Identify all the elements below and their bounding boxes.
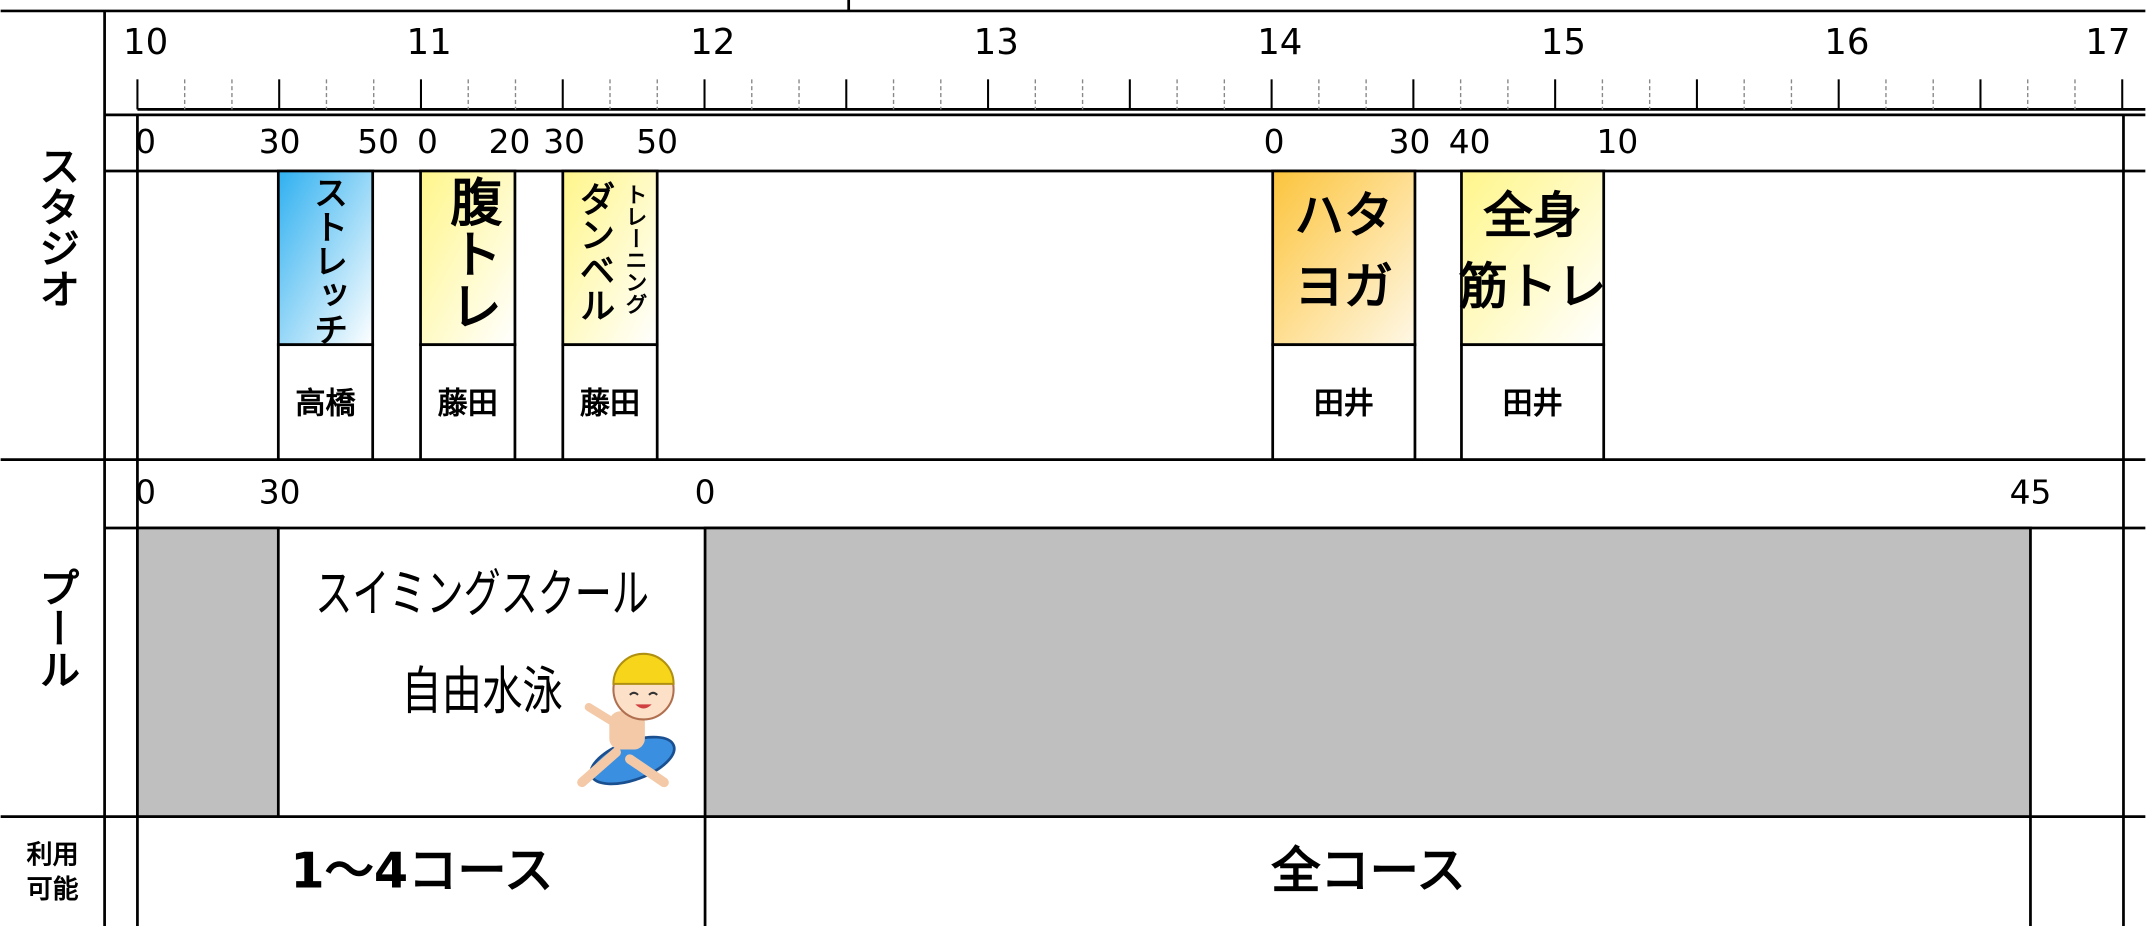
minute-label: 0: [135, 473, 156, 511]
minute-label: 0: [417, 123, 438, 161]
minute-label: 40: [1449, 123, 1491, 161]
hour-label: 17: [2085, 22, 2130, 63]
minute-label: 0: [1264, 123, 1285, 161]
section-label: 利用: [27, 841, 79, 871]
swimmer-illustration: [577, 652, 676, 788]
instructor-box: [1460, 343, 1606, 461]
class-name: ハタ: [1295, 186, 1393, 244]
hour-label: 11: [407, 22, 452, 63]
class-name: 筋トレ: [1459, 257, 1607, 315]
minute-label: 0: [135, 123, 156, 161]
minute-label: 20: [489, 123, 531, 161]
pool-closed: [136, 526, 280, 818]
pool-closed: [703, 526, 2032, 818]
class-name: 腹トレ: [441, 175, 502, 331]
class-name: ダンベル: [574, 181, 615, 323]
instructor-box: [1271, 343, 1417, 461]
section-label: 可能: [27, 874, 79, 905]
pool-program: 自由水泳: [401, 662, 562, 722]
hour-label: 16: [1824, 22, 1869, 63]
minute-label: 50: [636, 123, 678, 161]
usage-label: 1～4コース: [290, 842, 553, 900]
class-block: [1271, 169, 1417, 347]
usage-label: 全コース: [1270, 842, 1465, 900]
instructor: 田井: [1314, 386, 1374, 421]
class-name: ヨガ: [1295, 257, 1393, 315]
instructor: 藤田: [438, 386, 498, 421]
class-sub: トレーニング: [622, 183, 647, 315]
instructor-box: [276, 343, 375, 461]
instructor: 田井: [1502, 386, 1562, 421]
instructor: 高橋: [295, 386, 356, 421]
section-label: プール: [32, 566, 80, 689]
minute-label: 30: [543, 123, 585, 161]
hour-label: 12: [690, 22, 735, 63]
section-label: スタジオ: [32, 145, 80, 309]
instructor: 藤田: [580, 386, 640, 421]
instructor-box: [419, 343, 517, 461]
minute-label: 30: [259, 473, 301, 511]
minute-label: 50: [357, 123, 399, 161]
minute-label: 45: [2010, 473, 2052, 511]
hour-label: 15: [1541, 22, 1586, 63]
minute-label: 30: [1389, 123, 1431, 161]
pool-program: スイミングスクール: [315, 565, 649, 625]
class-block: [561, 169, 659, 347]
class-block: [419, 169, 517, 347]
minute-label: 30: [259, 123, 301, 161]
class-name: 全身: [1482, 186, 1581, 244]
class-name: ストレッチ: [307, 175, 347, 346]
hour-label: 10: [123, 22, 168, 63]
instructor-box: [561, 343, 659, 461]
hour-label: 13: [974, 22, 1019, 63]
minute-label: 10: [1597, 123, 1639, 161]
minute-label: 0: [695, 473, 716, 511]
class-block: [1460, 169, 1606, 347]
hour-label: 14: [1257, 22, 1302, 63]
